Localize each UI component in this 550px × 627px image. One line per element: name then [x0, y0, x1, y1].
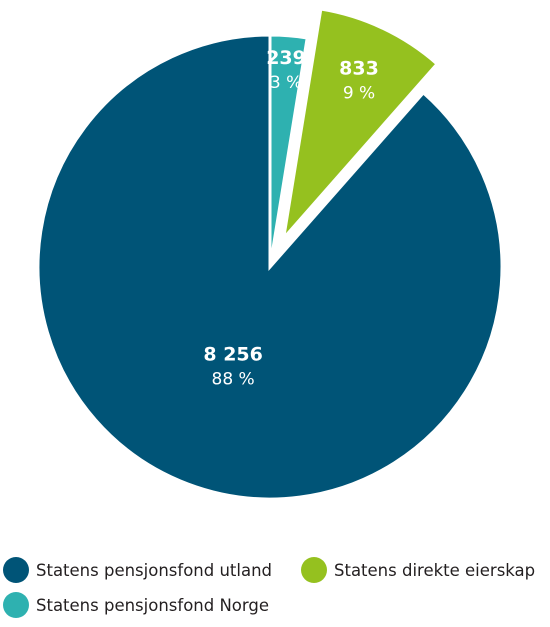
- pie-slices: [36, 7, 504, 501]
- legend-swatch: [3, 592, 29, 618]
- legend-label: Statens pensjonsfond utland: [36, 560, 273, 580]
- legend-item-pensjonsfond-utland: Statens pensjonsfond utland: [3, 557, 272, 583]
- legend-item-pensjonsfond-norge: Statens pensjonsfond Norge: [3, 592, 269, 618]
- slice-percent-label: 3 %: [270, 73, 302, 93]
- legend-swatch: [3, 557, 29, 583]
- slice-percent-label: 9 %: [343, 84, 375, 104]
- pie-labels: 8 256 88 % 833 9 % 239 3 %: [203, 47, 378, 390]
- slice-value-label: 833: [339, 58, 379, 80]
- legend-swatch: [301, 557, 327, 583]
- legend-label: Statens direkte eierskap: [334, 560, 536, 580]
- legend-label: Statens pensjonsfond Norge: [36, 595, 270, 615]
- slice-value-label: 239: [266, 47, 306, 69]
- legend-item-direkte-eierskap: Statens direkte eierskap: [301, 557, 535, 583]
- slice-percent-label: 88 %: [212, 370, 255, 390]
- pie-slice-direkte-eierskap: [281, 7, 440, 243]
- pie-chart: 8 256 88 % 833 9 % 239 3 %: [36, 7, 504, 501]
- pie-slice-pensjonsfond-norge: [268, 33, 309, 268]
- slice-value-label: 8 256: [203, 344, 263, 366]
